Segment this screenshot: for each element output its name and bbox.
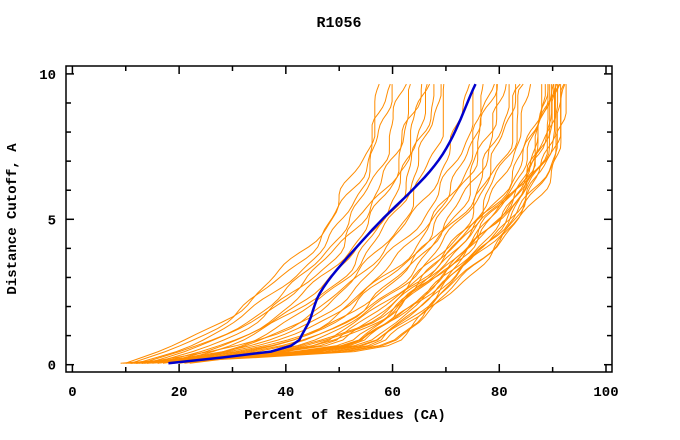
curves-layer — [120, 83, 567, 365]
model-curve — [189, 84, 532, 364]
axes-layer: 0 20 40 60 80 100 0 5 10 — [39, 65, 619, 401]
model-curve — [173, 84, 517, 364]
x-tick-label: 40 — [277, 385, 294, 401]
x-tick-label: 20 — [171, 385, 188, 401]
model-curve — [144, 83, 566, 364]
model-curve — [133, 84, 557, 364]
model-curve — [141, 83, 470, 364]
reference-curve — [168, 83, 477, 365]
model-curve — [135, 84, 559, 364]
model-curve — [147, 83, 411, 364]
model-curve — [131, 84, 553, 364]
y-tick-label: 5 — [48, 213, 56, 229]
model-curve — [152, 84, 423, 364]
x-tick-label: 100 — [593, 385, 618, 401]
model-curve — [136, 83, 560, 364]
model-curve — [147, 83, 476, 364]
y-tick-label: 10 — [39, 68, 56, 84]
plot-frame — [65, 65, 613, 373]
y-tick-label: 0 — [48, 359, 56, 375]
x-tick-label: 60 — [384, 385, 401, 401]
model-curve — [168, 84, 498, 364]
model-curve — [129, 84, 555, 364]
model-curve — [168, 84, 510, 364]
model-curve — [152, 84, 484, 364]
model-curve — [141, 83, 565, 364]
model-curve — [125, 83, 380, 364]
model-curve — [163, 83, 428, 364]
x-tick-label: 80 — [491, 385, 508, 401]
model-curve — [120, 84, 543, 364]
model-curve — [130, 83, 391, 364]
chart-title: R1056 — [316, 15, 361, 32]
model-curve — [173, 84, 442, 364]
model-curve — [157, 83, 431, 364]
model-curve — [147, 84, 567, 364]
model-curve — [128, 83, 554, 364]
model-curve — [157, 83, 495, 364]
model-curve — [178, 83, 521, 364]
model-curve — [141, 84, 562, 364]
x-tick-label: 0 — [68, 385, 76, 401]
model-curve — [136, 83, 558, 364]
model-curve — [136, 84, 393, 364]
model-curve — [157, 84, 498, 364]
model-curve — [184, 83, 524, 364]
model-curve — [131, 84, 551, 364]
y-axis-label: Distance Cutoff, A — [5, 143, 21, 295]
x-axis-label: Percent of Residues (CA) — [244, 408, 446, 424]
model-curve — [141, 83, 407, 364]
